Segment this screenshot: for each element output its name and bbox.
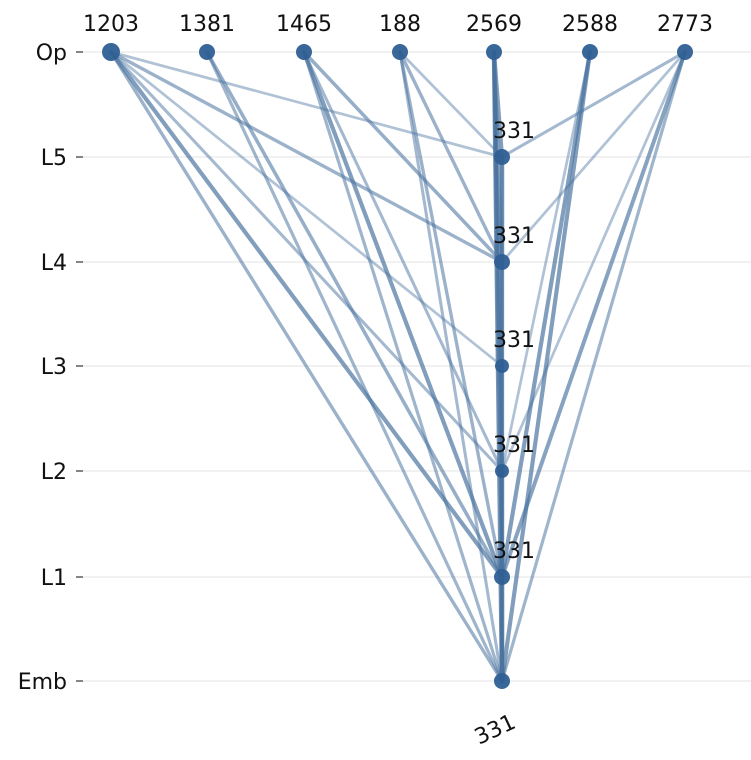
grid-lines xyxy=(82,51,751,682)
node-l1-331[interactable] xyxy=(494,569,510,585)
edge-op-1203-to-l4-331 xyxy=(109,50,504,264)
node-label-l2: 331 xyxy=(493,433,535,458)
nodes xyxy=(102,43,693,689)
edge-op-1465-to-emb-331 xyxy=(302,50,504,683)
op-label-2773: 2773 xyxy=(657,12,713,37)
edge-op-1381-to-l1-331 xyxy=(205,50,504,579)
ytick-label-l1: L1 xyxy=(41,566,67,591)
node-op-1381[interactable] xyxy=(199,44,215,60)
edge-op-1203-to-l3-331 xyxy=(109,50,504,368)
node-emb-331[interactable] xyxy=(494,673,510,689)
node-op-188[interactable] xyxy=(392,44,408,60)
edge-op-2773-to-l2-331 xyxy=(500,50,687,473)
edge-op-188-to-l4-331 xyxy=(398,50,504,264)
edge-op-2588-to-l1-331 xyxy=(499,49,593,580)
y-axis-ticks: Op L5 L4 L3 L2 L1 Emb xyxy=(18,41,83,695)
edge-op-1465-to-l4-331 xyxy=(302,50,504,264)
edge-op-2773-to-l4-331 xyxy=(500,50,687,264)
edge-op-2588-to-l2-331 xyxy=(500,50,592,473)
ytick-label-l2: L2 xyxy=(41,460,67,485)
op-label-2588: 2588 xyxy=(562,12,618,37)
node-op-1465[interactable] xyxy=(296,44,312,60)
node-op-1203[interactable] xyxy=(102,43,120,61)
node-op-2773[interactable] xyxy=(677,44,693,60)
edge-op-2773-to-l5-331 xyxy=(500,50,687,159)
op-label-2569: 2569 xyxy=(466,12,522,37)
node-op-2588[interactable] xyxy=(582,44,598,60)
edge-op-188-to-emb-331 xyxy=(398,50,504,683)
edge-op-188-to-l1-331 xyxy=(398,50,504,579)
edge-op-1465-to-l1-331 xyxy=(301,49,505,580)
labels: 1203 1381 1465 188 2569 2588 2773 331 331 331 331 3… xyxy=(83,12,713,750)
column-label-bottom: 331 xyxy=(471,710,520,750)
node-l4-331[interactable] xyxy=(494,254,510,270)
ytick-label-op: Op xyxy=(36,41,67,66)
edge-op-1381-to-emb-331 xyxy=(205,50,504,683)
node-l3-331[interactable] xyxy=(495,359,509,373)
op-label-1381: 1381 xyxy=(179,12,235,37)
op-label-1203: 1203 xyxy=(83,12,139,37)
edge-op-1203-to-emb-331 xyxy=(109,50,504,683)
edge-op-2588-to-emb-331 xyxy=(499,49,593,684)
edge-op-188-to-l5-331 xyxy=(398,50,504,159)
edge-op-2773-to-l1-331 xyxy=(500,50,687,579)
node-l2-331[interactable] xyxy=(495,464,509,478)
ytick-label-l3: L3 xyxy=(41,355,67,380)
node-label-l5: 331 xyxy=(493,119,535,144)
node-label-l3: 331 xyxy=(493,328,535,353)
op-label-1465: 1465 xyxy=(276,12,332,37)
node-label-l1: 331 xyxy=(493,539,535,564)
ytick-label-l4: L4 xyxy=(41,251,67,276)
node-l5-331[interactable] xyxy=(494,149,510,165)
ytick-label-l5: L5 xyxy=(41,146,67,171)
edge-op-2773-to-emb-331 xyxy=(500,50,687,683)
node-label-l4: 331 xyxy=(493,224,535,249)
edge-op-1203-to-l1-331 xyxy=(108,49,505,580)
node-op-2569[interactable] xyxy=(486,44,502,60)
edge-op-1203-to-l5-331 xyxy=(109,50,504,159)
ytick-label-emb: Emb xyxy=(18,670,67,695)
op-label-188: 188 xyxy=(379,12,421,37)
